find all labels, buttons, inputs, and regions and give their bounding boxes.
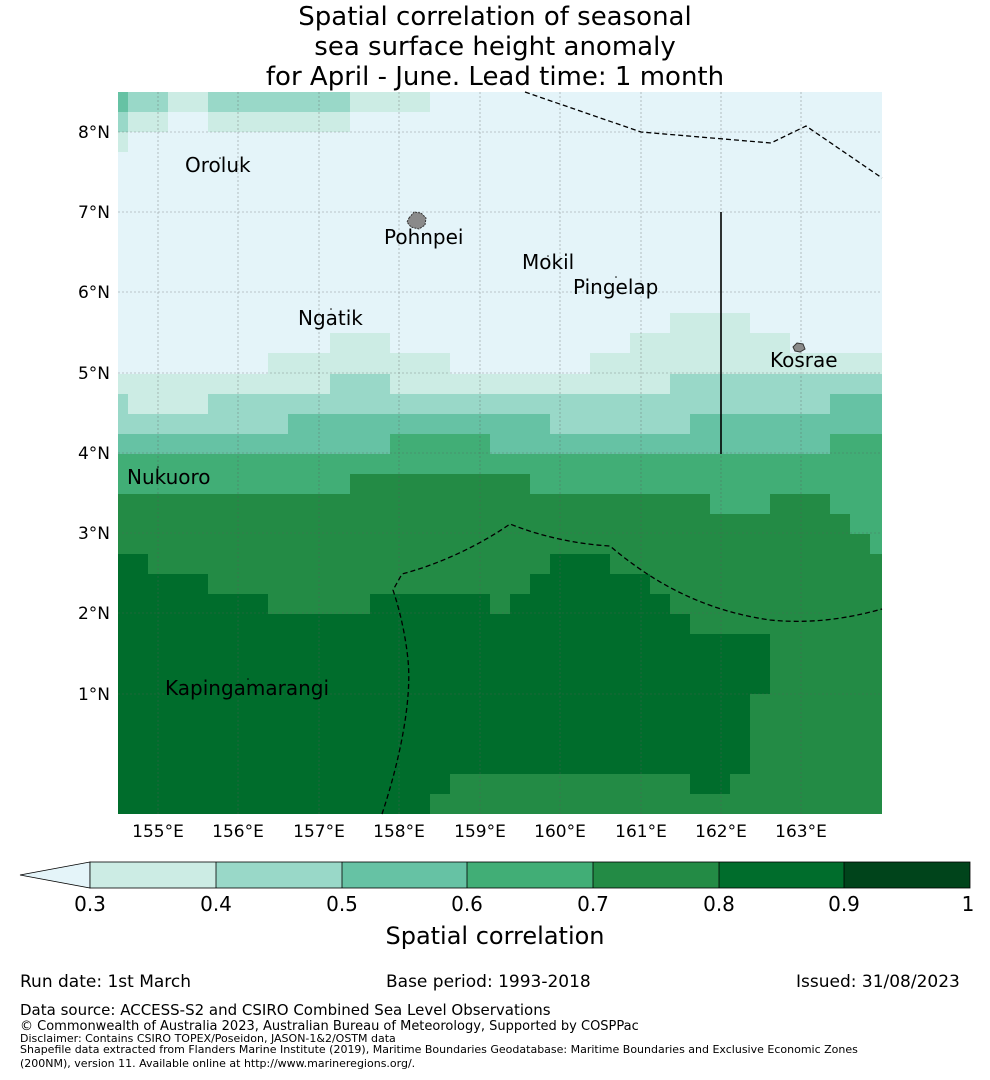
- longitude-ticks: 155°E 156°E 157°E 158°E 159°E 160°E 161°…: [132, 822, 827, 842]
- colorbar-tick: 1: [961, 892, 975, 916]
- label-kosrae: Kosrae: [770, 348, 838, 372]
- kosrae-island: [792, 342, 806, 353]
- colorbar-bin: [216, 862, 342, 888]
- run-date: Run date: 1st March: [20, 972, 192, 992]
- lat-tick: 5°N: [78, 364, 110, 384]
- field-band-0.5: [118, 394, 882, 454]
- title-line-1: Spatial correlation of seasonal: [298, 2, 692, 32]
- colorbar-bin: [844, 862, 970, 888]
- disclaimer: Disclaimer: Contains CSIRO TOPEX/Poseido…: [20, 1032, 396, 1045]
- correlation-map: Oroluk Pohnpei Mokil Pingelap Ngatik Kos…: [19, 91, 971, 889]
- colorbar-dividers: [215, 862, 845, 888]
- field-band-0.6: [830, 434, 882, 454]
- map-title: Spatial correlation of seasonal sea surf…: [0, 2, 990, 92]
- islands: [157, 157, 806, 680]
- colorbar-bin: [719, 862, 844, 888]
- lat-tick: 4°N: [78, 444, 110, 464]
- colorbar-bin: [342, 862, 467, 888]
- nukuoro-dot: [157, 466, 159, 468]
- colorbar-tick: 0.8: [703, 892, 735, 916]
- base-period: Base period: 1993-2018: [386, 972, 591, 992]
- colorbar: [19, 861, 971, 889]
- colorbar-title: Spatial correlation: [385, 922, 605, 950]
- colorbar-outline: [89, 861, 971, 889]
- colorbar-tick: 0.5: [326, 892, 358, 916]
- colorbar-tick: 0.9: [828, 892, 860, 916]
- shapefile-credit-line-1: Shapefile data extracted from Flanders M…: [20, 1043, 858, 1056]
- colorbar-tick: 0.7: [577, 892, 609, 916]
- field-band-0.4: [330, 374, 390, 394]
- lon-tick: 160°E: [534, 822, 586, 842]
- lat-tick: 7°N: [78, 203, 110, 223]
- field-cell: [168, 92, 208, 112]
- colorbar-extend-arrow: [19, 861, 91, 889]
- lon-tick: 159°E: [454, 822, 506, 842]
- lon-tick: 158°E: [373, 822, 425, 842]
- eez-boundaries: [381, 91, 883, 815]
- colorbar-bin: [467, 862, 593, 888]
- lat-tick: 2°N: [78, 604, 110, 624]
- field-cell: [208, 112, 350, 132]
- field-cell: [128, 112, 168, 132]
- colorbar-tick: 0.4: [200, 892, 232, 916]
- oroluk-dot: [219, 157, 221, 159]
- colorbar-bin: [593, 862, 719, 888]
- field-band-0.4: [670, 374, 882, 394]
- lon-tick: 155°E: [132, 822, 184, 842]
- label-nukuoro: Nukuoro: [127, 465, 211, 489]
- correlation-field: [118, 92, 882, 814]
- label-pingelap: Pingelap: [573, 275, 658, 299]
- title-line-2: sea surface height anomaly: [314, 32, 676, 62]
- field-band-0.3: [590, 313, 882, 374]
- lon-tick: 162°E: [695, 822, 747, 842]
- field-cell: [118, 112, 128, 132]
- title-line-3: for April - June. Lead time: 1 month: [265, 62, 725, 92]
- ngatik-dot: [330, 308, 332, 310]
- label-kapingamarangi: Kapingamarangi: [165, 676, 329, 700]
- shapefile-credit-line-2: (200NM), version 11. Available online at…: [20, 1057, 416, 1070]
- place-labels: Oroluk Pohnpei Mokil Pingelap Ngatik Kos…: [127, 153, 838, 700]
- pohnpei-island: [406, 211, 427, 230]
- label-mokil: Mokil: [522, 250, 574, 274]
- lat-tick: 8°N: [78, 123, 110, 143]
- field-cell: [118, 92, 128, 112]
- shapefile-credit: Shapefile data extracted from Flanders M…: [20, 1043, 858, 1071]
- field-cell: [350, 92, 430, 112]
- field-band-0.6: [390, 434, 490, 454]
- field-cell: [128, 92, 168, 112]
- label-oroluk: Oroluk: [185, 153, 251, 177]
- lon-tick: 161°E: [615, 822, 667, 842]
- field-band-0.8: [118, 554, 770, 814]
- issued-date: Issued: 31/08/2023: [796, 972, 960, 992]
- label-pohnpei: Pohnpei: [384, 225, 464, 249]
- lon-tick: 157°E: [293, 822, 345, 842]
- field-cell: [208, 92, 350, 112]
- lon-tick: 156°E: [212, 822, 264, 842]
- lat-tick: 6°N: [78, 283, 110, 303]
- lat-tick: 1°N: [78, 685, 110, 705]
- pingelap-dot: [615, 276, 617, 278]
- lon-tick: 163°E: [775, 822, 827, 842]
- mokil-dot: [547, 255, 549, 257]
- eez-boundary-north: [524, 91, 883, 179]
- copyright: © Commonwealth of Australia 2023, Austra…: [20, 1019, 639, 1034]
- eez-boundary-south: [381, 523, 883, 815]
- lat-tick: 3°N: [78, 524, 110, 544]
- colorbar-tick: 0.3: [74, 892, 106, 916]
- field-band-0.3: [268, 333, 450, 374]
- data-source: Data source: ACCESS-S2 and CSIRO Combine…: [20, 1001, 551, 1019]
- colorbar-bin: [90, 862, 216, 888]
- colorbar-tick: 0.6: [451, 892, 483, 916]
- label-ngatik: Ngatik: [298, 306, 363, 330]
- kapingamarangi-dot: [247, 678, 249, 680]
- graticule: [118, 92, 882, 814]
- latitude-ticks: 8°N 7°N 6°N 5°N 4°N 3°N 2°N 1°N: [78, 123, 110, 705]
